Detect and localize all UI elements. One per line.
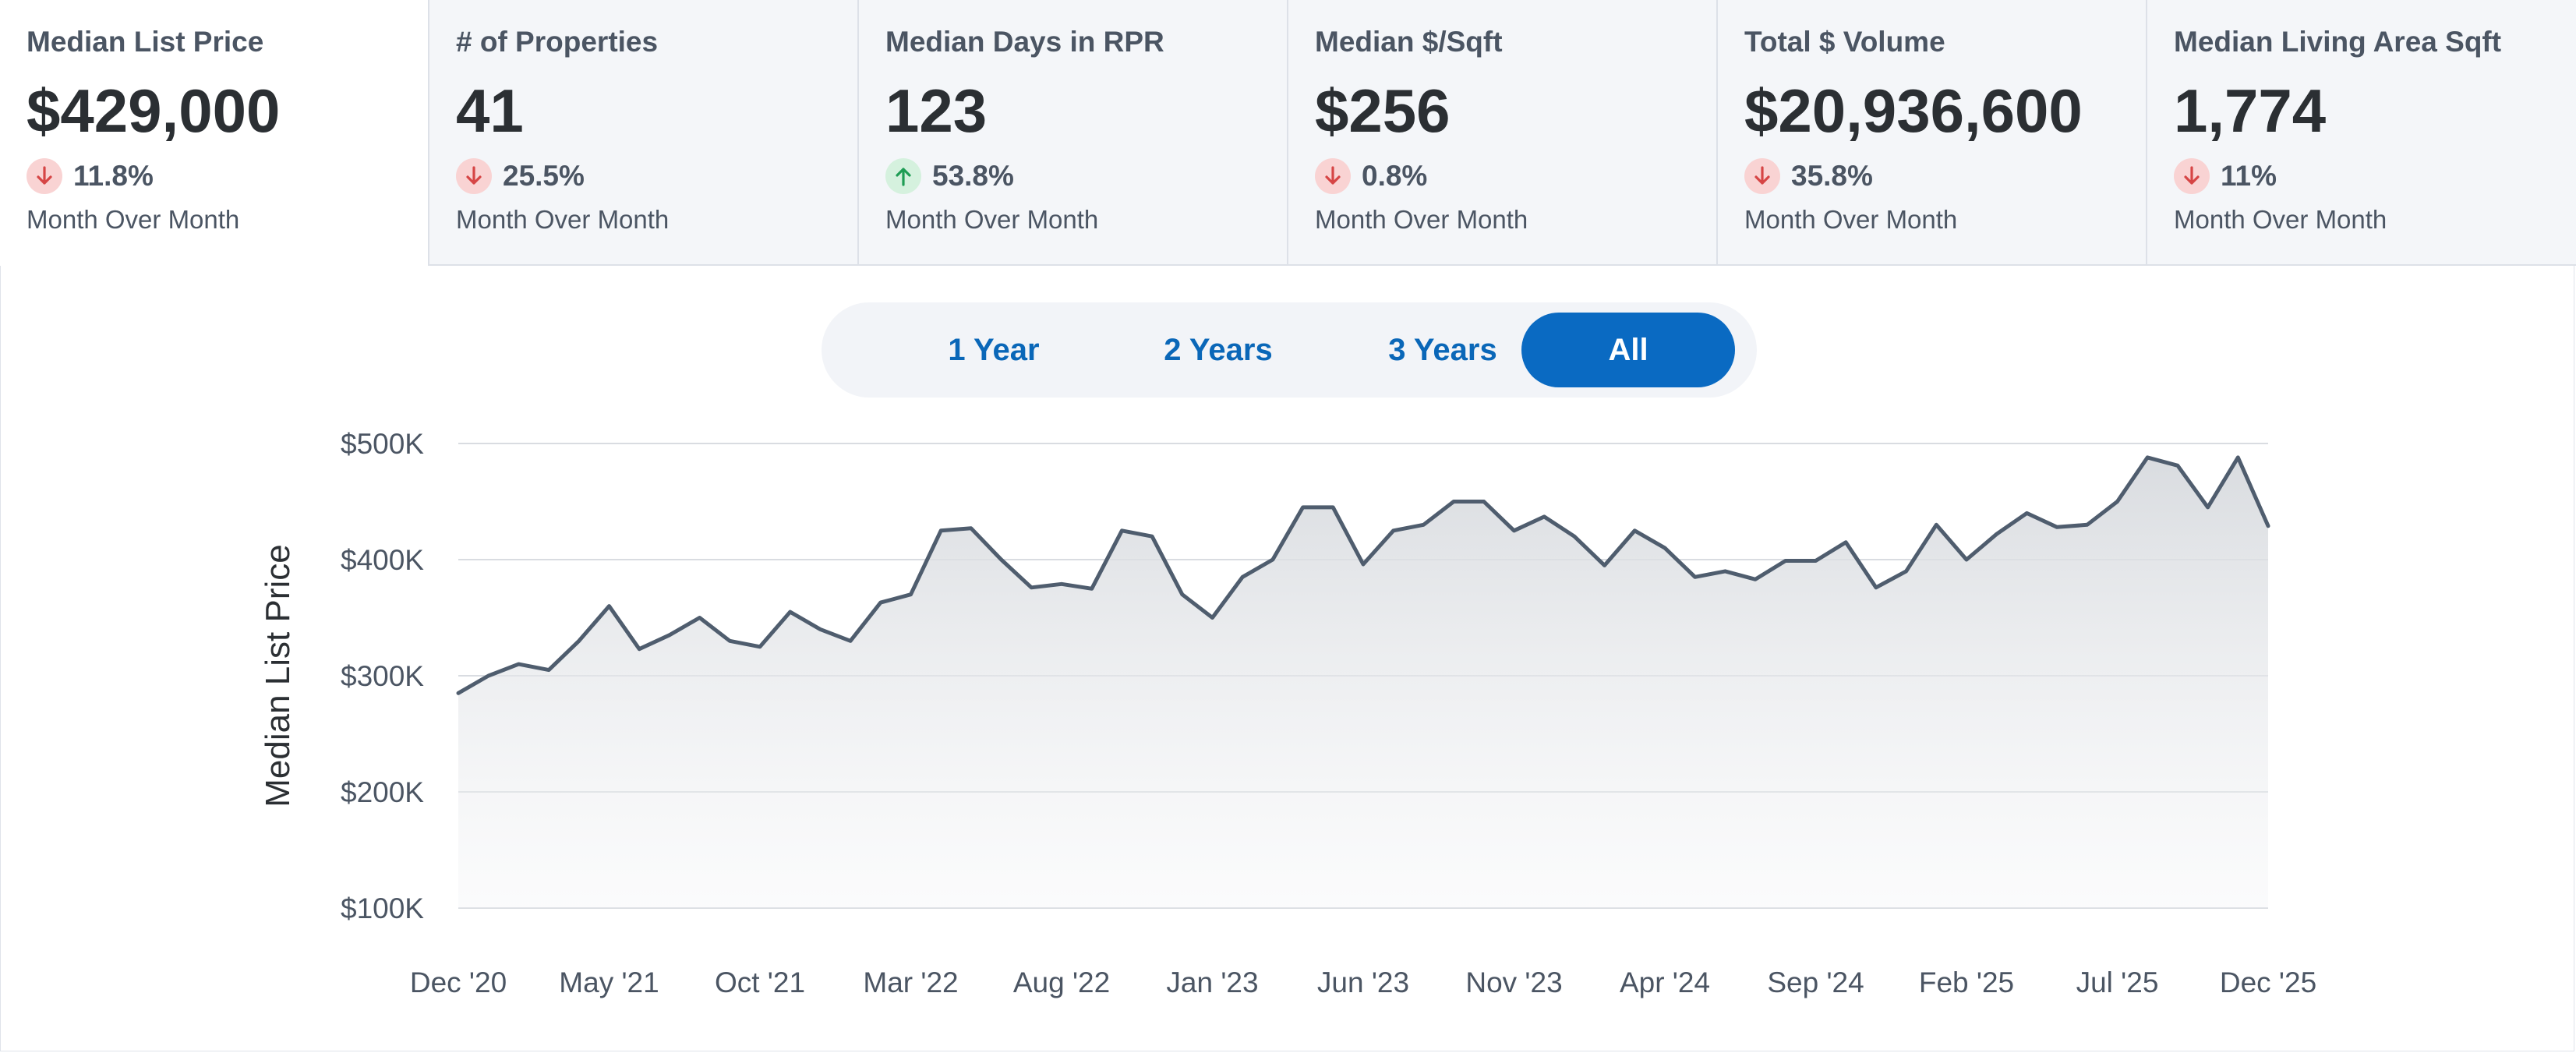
y-tick-label: $400K: [341, 544, 424, 576]
change-period: Month Over Month: [2174, 205, 2387, 234]
change-percent: 0.8%: [1362, 160, 1428, 192]
range-2-years-button[interactable]: 2 Years: [1164, 332, 1273, 367]
range-3-years-button[interactable]: 3 Years: [1388, 332, 1497, 367]
time-range-toggle: 1 Year 2 Years 3 Years All: [822, 302, 1757, 398]
metric-change: 0.8%: [1315, 156, 1716, 196]
series-area: [458, 457, 2268, 908]
change-period: Month Over Month: [1315, 205, 1528, 234]
arrow-down-icon: [27, 158, 62, 194]
metric-change: 25.5%: [456, 156, 857, 196]
y-axis-title: Median List Price: [259, 544, 297, 807]
x-tick-label: Feb '25: [1919, 966, 2014, 998]
arrow-down-icon: [1315, 158, 1351, 194]
metric-change: 11.8%: [27, 156, 428, 196]
metric-value: $429,000: [27, 76, 281, 145]
change-percent: 11%: [2221, 160, 2277, 192]
range-all-button[interactable]: All: [1521, 313, 1735, 387]
metric-card-median-price-per-sqft[interactable]: Median $/Sqft $256 0.8% Month Over Month: [1288, 0, 1718, 266]
series-line: [456, 455, 2270, 695]
change-percent: 11.8%: [73, 160, 154, 192]
metric-change: 11%: [2174, 156, 2576, 196]
metric-title: Median List Price: [27, 26, 264, 58]
metric-change: 53.8%: [885, 156, 1287, 196]
metric-cards: Median List Price $429,000 11.8% Month O…: [0, 0, 2576, 266]
change-period: Month Over Month: [1744, 205, 1958, 234]
y-axis-ticks: $500K $400K $300K $200K $100K: [341, 428, 424, 924]
change-percent: 35.8%: [1791, 160, 1873, 192]
metric-card-median-list-price[interactable]: Median List Price $429,000 11.8% Month O…: [0, 0, 429, 266]
y-tick-label: $100K: [341, 892, 424, 924]
metric-card-number-of-properties[interactable]: # of Properties 41 25.5% Month Over Mont…: [429, 0, 859, 266]
metric-value: $20,936,600: [1744, 76, 2083, 145]
x-tick-label: Nov '23: [1465, 966, 1562, 998]
change-percent: 25.5%: [503, 160, 585, 192]
x-tick-label: Dec '25: [2220, 966, 2316, 998]
x-tick-label: Oct '21: [715, 966, 805, 998]
x-axis-ticks: Dec '20 May '21 Oct '21 Mar '22 Aug '22 Jan '…: [410, 966, 2316, 998]
x-tick-label: Aug '22: [1013, 966, 1110, 998]
arrow-down-icon: [1744, 158, 1780, 194]
metric-card-total-volume[interactable]: Total $ Volume $20,936,600 35.8% Month O…: [1718, 0, 2147, 266]
metric-value: 1,774: [2174, 76, 2327, 145]
metric-value: 41: [456, 76, 524, 145]
metric-title: # of Properties: [456, 26, 659, 58]
y-tick-label: $500K: [341, 428, 424, 460]
x-tick-label: Apr '24: [1620, 966, 1710, 998]
metric-value: 123: [885, 76, 988, 145]
arrow-up-icon: [885, 158, 921, 194]
x-tick-label: Mar '22: [863, 966, 958, 998]
range-1-year-button[interactable]: 1 Year: [948, 332, 1040, 367]
x-tick-label: Jul '25: [2076, 966, 2159, 998]
x-tick-label: Jan '23: [1166, 966, 1258, 998]
x-tick-label: Sep '24: [1767, 966, 1864, 998]
change-period: Month Over Month: [885, 205, 1099, 234]
y-tick-label: $300K: [341, 660, 424, 692]
arrow-down-icon: [456, 158, 492, 194]
x-tick-label: Dec '20: [410, 966, 507, 998]
y-tick-label: $200K: [341, 776, 424, 808]
change-period: Month Over Month: [27, 205, 240, 234]
metric-title: Median Days in RPR: [885, 26, 1164, 58]
change-percent: 53.8%: [932, 160, 1014, 192]
median-list-price-chart: $500K $400K $300K $200K $100K Dec '20 May '21…: [259, 428, 2316, 998]
change-period: Month Over Month: [456, 205, 670, 234]
arrow-down-icon: [2174, 158, 2210, 194]
metric-title: Total $ Volume: [1744, 26, 1945, 58]
metric-title: Median $/Sqft: [1315, 26, 1503, 58]
metric-card-median-living-area[interactable]: Median Living Area Sqft 1,774 11% Month …: [2147, 0, 2576, 266]
metric-title: Median Living Area Sqft: [2174, 26, 2502, 58]
x-tick-label: May '21: [559, 966, 659, 998]
metric-card-median-days[interactable]: Median Days in RPR 123 53.8% Month Over …: [859, 0, 1288, 266]
metric-value: $256: [1315, 76, 1451, 145]
metric-change: 35.8%: [1744, 156, 2146, 196]
x-tick-label: Jun '23: [1317, 966, 1409, 998]
